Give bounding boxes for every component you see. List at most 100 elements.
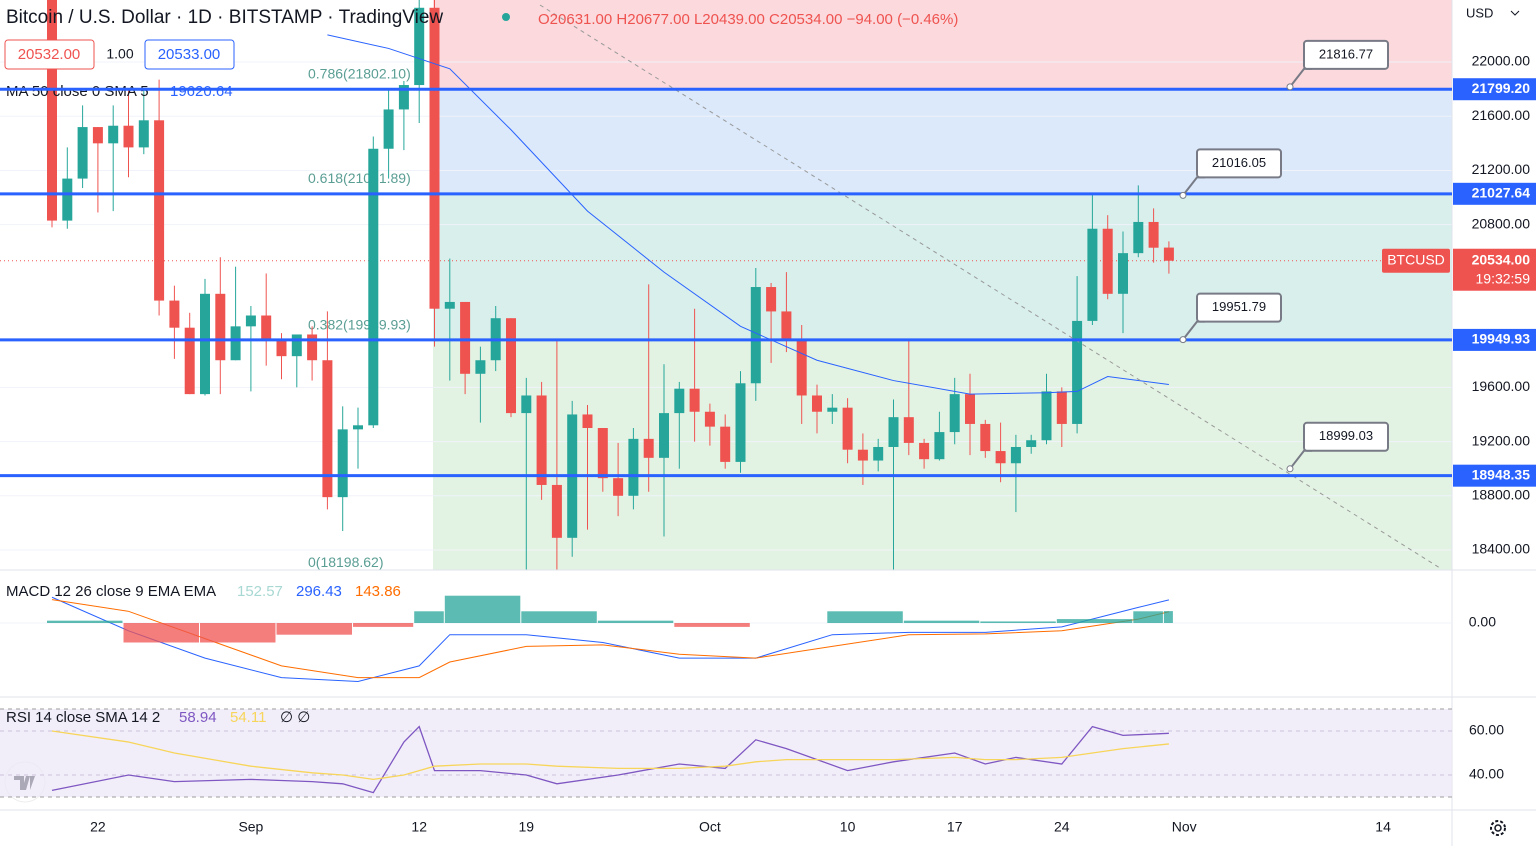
callout-label: 21816.77 [1319, 46, 1373, 61]
x-tick-label: Oct [699, 819, 721, 835]
fib-label: 0(18198.62) [308, 554, 384, 570]
status-dot [502, 13, 510, 21]
candle-body [1026, 440, 1037, 447]
candle-body [460, 301, 471, 374]
rsi-value: 54.11 [230, 709, 266, 726]
candle-body [276, 339, 287, 357]
candle-body [261, 315, 272, 340]
candle-body [1041, 391, 1052, 441]
candle-body [766, 287, 777, 312]
candle-body [368, 148, 379, 426]
rsi-extra: ∅ ∅ [280, 709, 310, 726]
candle-body [322, 360, 333, 498]
candle-body [47, 0, 57, 221]
y-tick-label: 20800.00 [1472, 215, 1531, 231]
candle-body [628, 438, 639, 496]
candle-body [1102, 228, 1113, 294]
y-tick-label: 18400.00 [1472, 541, 1531, 557]
histogram-bar [1056, 619, 1133, 623]
candle-body [92, 127, 103, 144]
candle-body [842, 407, 853, 450]
candle-body [888, 417, 899, 447]
candle-body [597, 428, 608, 479]
candle-body [781, 311, 792, 339]
level-label: 18948.35 [1472, 466, 1531, 482]
currency[interactable]: USD [1466, 5, 1493, 20]
candle-body [1056, 391, 1067, 424]
callout-anchor [1179, 191, 1187, 199]
candle-body [138, 120, 149, 148]
candle-body [750, 287, 761, 384]
callout-box [1196, 148, 1282, 179]
histogram-bar [414, 611, 444, 623]
histogram-bar [674, 623, 750, 627]
price-pane: 0.786(21802.10) 0.618(21031.89) 0.382(1994… [0, 0, 1452, 570]
x-tick-label: 12 [411, 819, 427, 835]
candle-body [506, 318, 516, 414]
candle-body [536, 395, 547, 485]
price-tag [1453, 248, 1536, 291]
candle-body [720, 426, 731, 462]
candle-body [429, 7, 440, 309]
candle-body [521, 395, 532, 414]
bid[interactable]: 20532.00 [18, 46, 81, 63]
candle-body [200, 293, 210, 395]
y-tick-label: 60.00 [1469, 722, 1504, 738]
level-tag [1453, 78, 1536, 101]
ask[interactable]: 20533.00 [158, 46, 221, 63]
candle-body [873, 446, 884, 461]
histogram-bar [1163, 611, 1173, 623]
macd-legend: MACD 12 26 close 9 EMA EMA [6, 583, 216, 600]
histogram-bar [123, 623, 199, 643]
settings-icon[interactable] [1490, 820, 1506, 836]
rsi-line [51, 730, 1169, 781]
y-tick-label: 0.00 [1469, 614, 1496, 630]
y-tick-label: 19200.00 [1472, 432, 1531, 448]
fib-label: 0.618(21031.89) [308, 170, 411, 186]
x-tick-label: 17 [947, 819, 963, 835]
x-tick-label: 19 [519, 819, 535, 835]
level-label: 19949.93 [1472, 331, 1531, 347]
candle-body [1118, 253, 1128, 294]
candle-body [903, 417, 914, 443]
y-tick-label: 18800.00 [1472, 486, 1531, 502]
y-tick-label: 19600.00 [1472, 378, 1531, 394]
countdown: 19:32:59 [1476, 270, 1531, 286]
candle-body [643, 438, 654, 458]
callout-label: 19951.79 [1212, 299, 1266, 314]
candle-body [659, 413, 669, 458]
candle-body [980, 423, 991, 452]
candle-body [215, 293, 226, 361]
candle-body [674, 388, 685, 414]
ohlc: O20631.00 H20677.00 L20439.00 C20534.00 … [538, 11, 958, 28]
ma-legend: MA 50 close 0 SMA 5 [6, 83, 149, 100]
candle-body [704, 411, 715, 427]
histogram-bar [903, 620, 980, 623]
histogram-bar [827, 611, 903, 623]
level-label: 21027.64 [1472, 185, 1531, 201]
candle-body [77, 127, 88, 179]
candle-body [965, 394, 975, 424]
y-tick-label: 21200.00 [1472, 161, 1531, 177]
histogram-bar [47, 620, 123, 623]
qty: 1.00 [106, 46, 133, 62]
candle-body [1010, 446, 1021, 464]
trend-line [539, 4, 1441, 569]
candle-body [154, 120, 165, 301]
macd-line [51, 596, 1170, 683]
symbol-title: Bitcoin / U.S. Dollar · 1D · BITSTAMP · … [6, 7, 443, 28]
level-tag [1453, 328, 1536, 351]
candle-body [398, 85, 409, 110]
buy-box[interactable] [144, 39, 235, 70]
candle-body [230, 326, 241, 361]
candle-body [735, 383, 746, 462]
x-tick-label: Nov [1172, 819, 1197, 835]
candle-body [108, 125, 119, 144]
candle-body [1072, 320, 1083, 424]
symbol-tag [1382, 248, 1450, 273]
sell-box[interactable] [4, 39, 95, 70]
candle-body [184, 327, 195, 395]
candle-body [1148, 221, 1159, 248]
candle-body [414, 7, 425, 86]
